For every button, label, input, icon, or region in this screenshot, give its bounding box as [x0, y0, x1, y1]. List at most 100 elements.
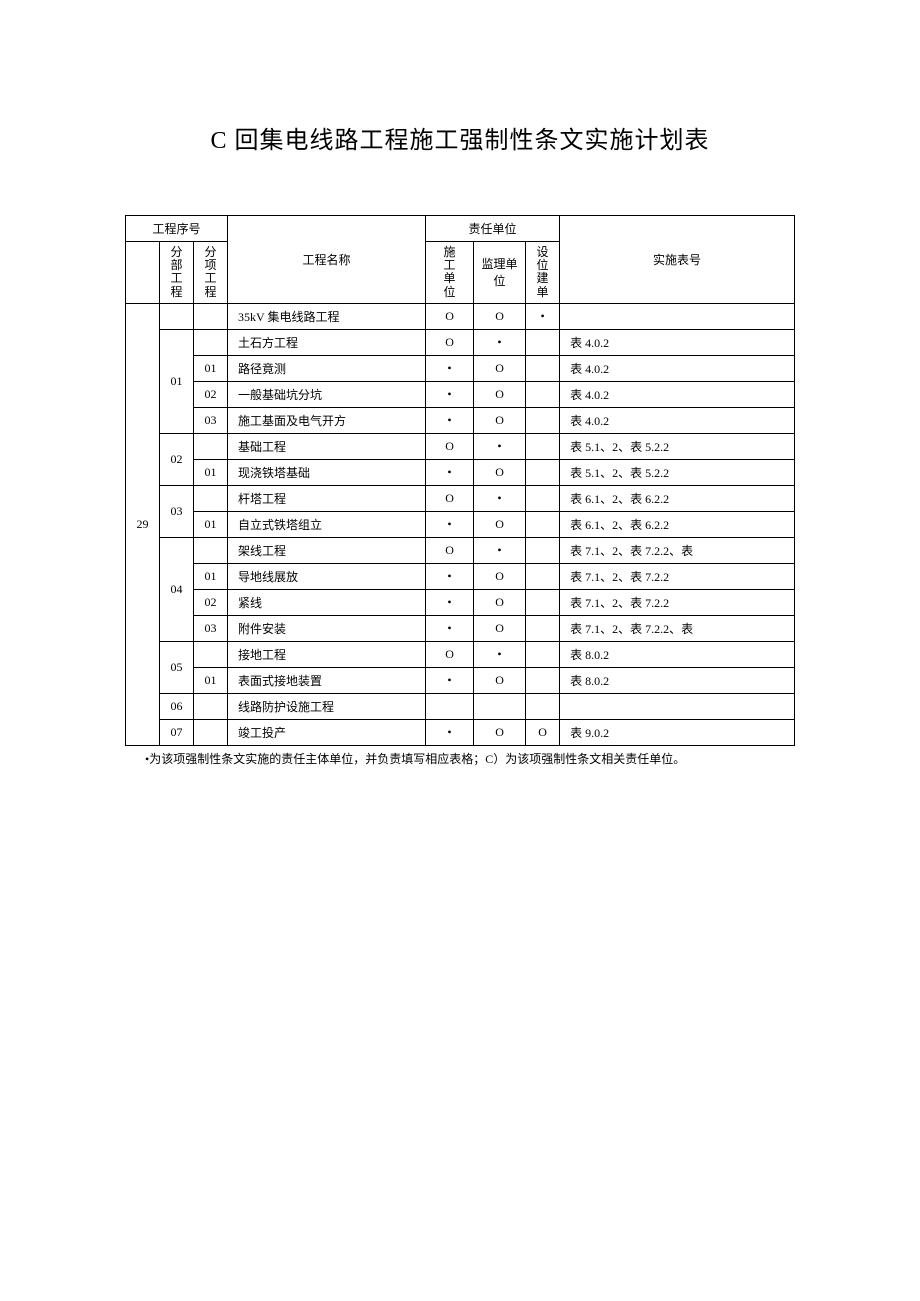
form-cell: 表 7.1、2、表 7.2.2、表	[560, 615, 795, 641]
u3-cell	[526, 641, 560, 667]
u1-cell: O	[426, 485, 474, 511]
u2-cell	[474, 693, 526, 719]
footnote: •为该项强制性条文实施的责任主体单位，并负责填写相应表格；C）为该项强制性条文相…	[125, 750, 795, 767]
name-cell: 紧线	[228, 589, 426, 615]
name-cell: 自立式铁塔组立	[228, 511, 426, 537]
table-row: 02基础工程O•表 5.1、2、表 5.2.2	[126, 433, 795, 459]
u3-cell	[526, 329, 560, 355]
name-cell: 一般基础坑分坑	[228, 381, 426, 407]
u3-cell	[526, 459, 560, 485]
header-u2: 监理单位	[474, 242, 526, 304]
sub2-cell	[194, 537, 228, 563]
u2-cell: •	[474, 485, 526, 511]
form-cell: 表 8.0.2	[560, 667, 795, 693]
u1-cell: O	[426, 641, 474, 667]
form-cell: 表 7.1、2、表 7.2.2	[560, 563, 795, 589]
sub2-cell	[194, 641, 228, 667]
table-header-row-1: 工程序号 工程名称 责任单位 实施表号	[126, 216, 795, 242]
form-cell: 表 4.0.2	[560, 407, 795, 433]
sub1-cell	[160, 303, 194, 329]
sub1-cell: 02	[160, 433, 194, 485]
u2-cell: O	[474, 511, 526, 537]
u1-cell: •	[426, 407, 474, 433]
u1-cell: O	[426, 433, 474, 459]
name-cell: 表面式接地装置	[228, 667, 426, 693]
u1-cell: O	[426, 329, 474, 355]
header-resp-group: 责任单位	[426, 216, 560, 242]
sub1-cell: 05	[160, 641, 194, 693]
table-row: 03施工基面及电气开方•O表 4.0.2	[126, 407, 795, 433]
sub2-cell	[194, 719, 228, 745]
header-u3: 设位建单	[526, 242, 560, 304]
u3-cell	[526, 563, 560, 589]
name-cell: 接地工程	[228, 641, 426, 667]
name-cell: 杆塔工程	[228, 485, 426, 511]
sub2-cell: 02	[194, 589, 228, 615]
header-form: 实施表号	[560, 216, 795, 304]
u2-cell: •	[474, 537, 526, 563]
table-row: 05接地工程O•表 8.0.2	[126, 641, 795, 667]
sub2-cell	[194, 485, 228, 511]
sub2-cell	[194, 329, 228, 355]
u2-cell: O	[474, 667, 526, 693]
page-title: C 回集电线路工程施工强制性条文实施计划表	[125, 120, 795, 155]
u1-cell: •	[426, 355, 474, 381]
form-cell: 表 9.0.2	[560, 719, 795, 745]
u3-cell	[526, 381, 560, 407]
u2-cell: O	[474, 563, 526, 589]
name-cell: 导地线展放	[228, 563, 426, 589]
sub1-cell: 07	[160, 719, 194, 745]
header-name: 工程名称	[228, 216, 426, 304]
u1-cell: •	[426, 459, 474, 485]
table-row: 02一般基础坑分坑•O表 4.0.2	[126, 381, 795, 407]
sub2-cell: 01	[194, 667, 228, 693]
form-cell: 表 6.1、2、表 6.2.2	[560, 511, 795, 537]
name-cell: 附件安装	[228, 615, 426, 641]
plan-table: 工程序号 工程名称 责任单位 实施表号 分部工程 分项工程 施工单位 监理单位 …	[125, 215, 795, 746]
form-cell: 表 4.0.2	[560, 329, 795, 355]
u2-cell: •	[474, 433, 526, 459]
sub2-cell: 02	[194, 381, 228, 407]
table-row: 03附件安装•O表 7.1、2、表 7.2.2、表	[126, 615, 795, 641]
seq-no-cell: 29	[126, 303, 160, 745]
u3-cell	[526, 511, 560, 537]
u1-cell: •	[426, 667, 474, 693]
form-cell: 表 5.1、2、表 5.2.2	[560, 433, 795, 459]
sub1-cell: 04	[160, 537, 194, 641]
header-seq-group: 工程序号	[126, 216, 228, 242]
u3-cell	[526, 433, 560, 459]
sub2-cell: 03	[194, 407, 228, 433]
form-cell: 表 7.1、2、表 7.2.2、表	[560, 537, 795, 563]
u2-cell: O	[474, 381, 526, 407]
u1-cell: •	[426, 615, 474, 641]
u1-cell: O	[426, 537, 474, 563]
name-cell: 架线工程	[228, 537, 426, 563]
sub2-cell	[194, 693, 228, 719]
u2-cell: O	[474, 615, 526, 641]
table-row: 04架线工程O•表 7.1、2、表 7.2.2、表	[126, 537, 795, 563]
form-cell: 表 6.1、2、表 6.2.2	[560, 485, 795, 511]
header-u1: 施工单位	[426, 242, 474, 304]
form-cell: 表 8.0.2	[560, 641, 795, 667]
table-row: 01导地线展放•O表 7.1、2、表 7.2.2	[126, 563, 795, 589]
u2-cell: O	[474, 407, 526, 433]
u3-cell	[526, 355, 560, 381]
form-cell	[560, 303, 795, 329]
sub2-cell: 01	[194, 511, 228, 537]
table-row: 01现浇铁塔基础•O表 5.1、2、表 5.2.2	[126, 459, 795, 485]
u1-cell: O	[426, 303, 474, 329]
u1-cell: •	[426, 511, 474, 537]
u1-cell: •	[426, 563, 474, 589]
form-cell	[560, 693, 795, 719]
u1-cell: •	[426, 719, 474, 745]
u3-cell: O	[526, 719, 560, 745]
table-row: 01表面式接地装置•O 表 8.0.2	[126, 667, 795, 693]
form-cell: 表 4.0.2	[560, 355, 795, 381]
name-cell: 35kV 集电线路工程	[228, 303, 426, 329]
u2-cell: •	[474, 329, 526, 355]
u1-cell: •	[426, 589, 474, 615]
table-row: 01路径竟测•O表 4.0.2	[126, 355, 795, 381]
u3-cell	[526, 589, 560, 615]
table-row: 01土石方工程O•表 4.0.2	[126, 329, 795, 355]
sub1-cell: 03	[160, 485, 194, 537]
